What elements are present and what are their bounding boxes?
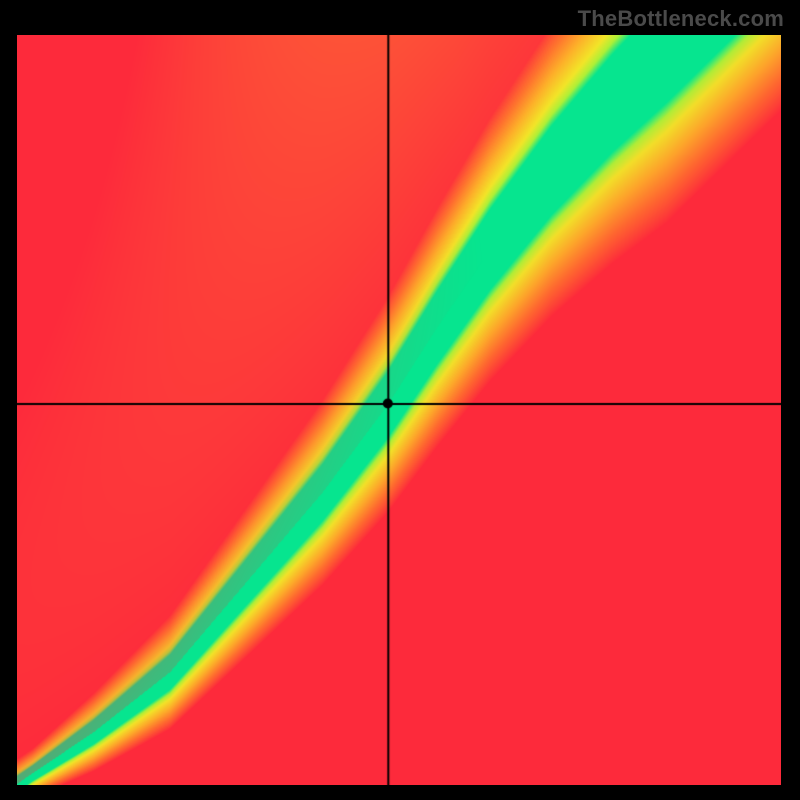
bottleneck-heatmap xyxy=(17,35,781,785)
chart-container: { "watermark": "TheBottleneck.com", "cha… xyxy=(0,0,800,800)
watermark-text: TheBottleneck.com xyxy=(578,6,784,32)
